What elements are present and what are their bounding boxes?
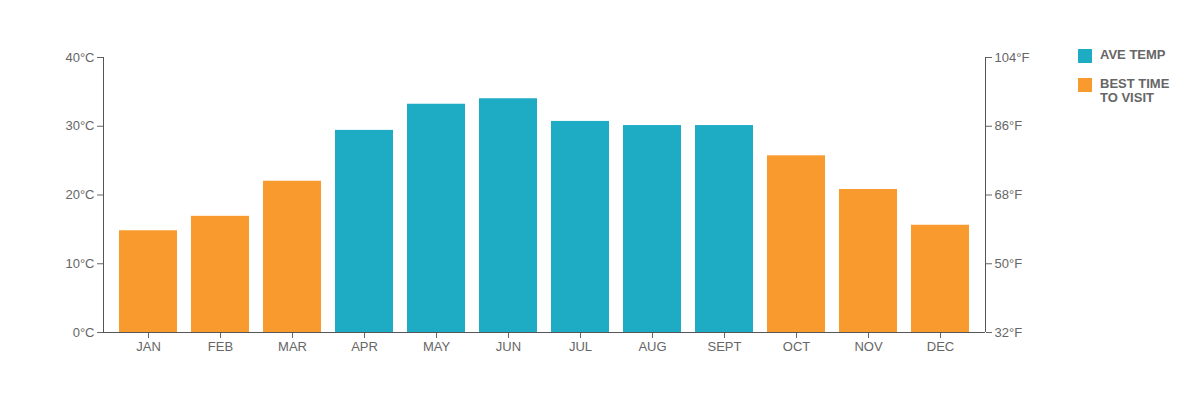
svg-text:MAY: MAY <box>423 339 451 354</box>
svg-text:68°F: 68°F <box>995 187 1023 202</box>
svg-text:JUL: JUL <box>569 339 592 354</box>
svg-text:SEPT: SEPT <box>708 339 742 354</box>
svg-text:86°F: 86°F <box>995 118 1023 133</box>
svg-text:MAR: MAR <box>278 339 307 354</box>
svg-text:JUN: JUN <box>496 339 521 354</box>
svg-text:OCT: OCT <box>783 339 811 354</box>
svg-text:10°C: 10°C <box>65 256 94 271</box>
svg-text:0°C: 0°C <box>73 325 95 340</box>
svg-text:50°F: 50°F <box>995 256 1023 271</box>
svg-text:AUG: AUG <box>638 339 666 354</box>
html-text:AVE TEMP: AVE TEMP <box>1100 47 1166 62</box>
svg-text:20°C: 20°C <box>65 187 94 202</box>
svg-text:104°F: 104°F <box>995 50 1030 65</box>
svg-text:40°C: 40°C <box>65 50 94 65</box>
svg-text:FEB: FEB <box>208 339 233 354</box>
svg-text:DEC: DEC <box>927 339 954 354</box>
svg-text:APR: APR <box>351 339 378 354</box>
svg-text:NOV: NOV <box>854 339 883 354</box>
svg-text:32°F: 32°F <box>995 325 1023 340</box>
svg-text:30°C: 30°C <box>65 118 94 133</box>
html-text:BEST TIME TO VISIT: BEST TIME TO VISIT <box>1100 76 1170 105</box>
svg-text:JAN: JAN <box>136 339 161 354</box>
